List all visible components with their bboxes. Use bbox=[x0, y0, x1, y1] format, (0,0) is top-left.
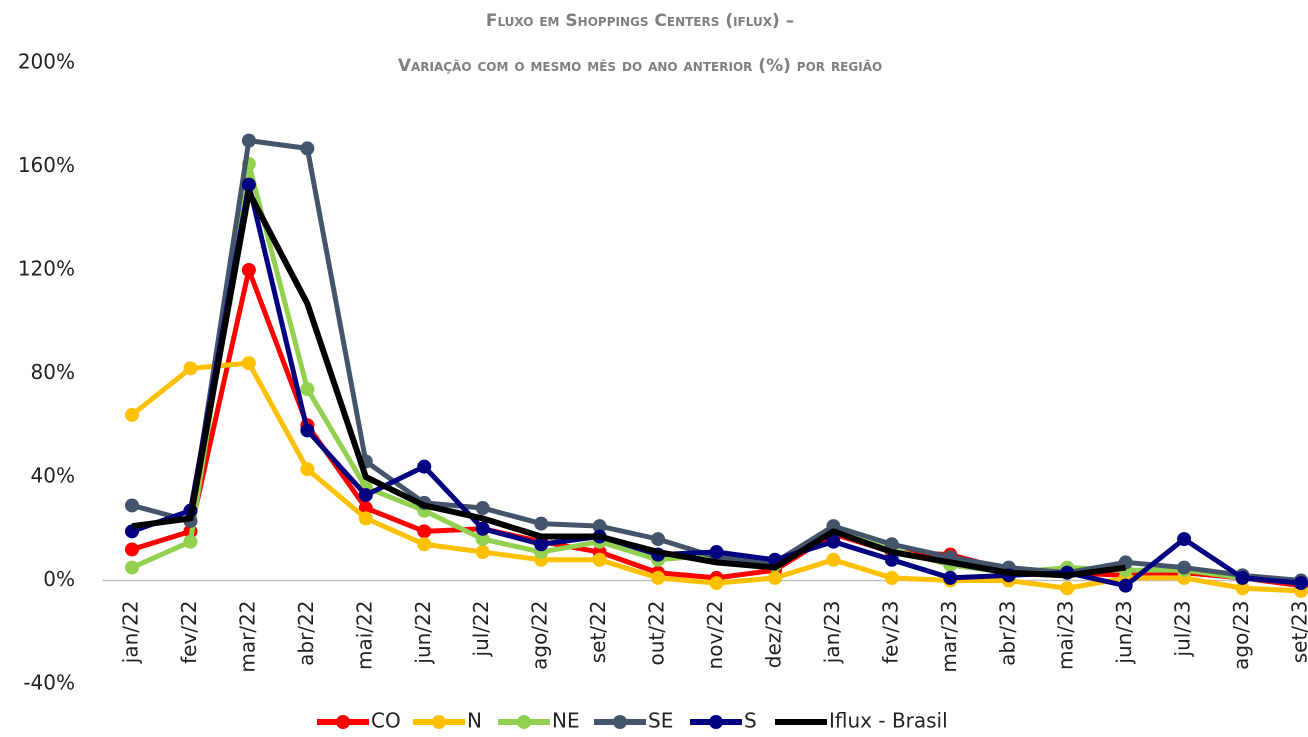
legend-item: CO bbox=[317, 709, 401, 733]
legend-marker bbox=[709, 715, 723, 729]
marker bbox=[767, 570, 782, 585]
marker bbox=[358, 501, 373, 516]
legend-label: SE bbox=[648, 709, 673, 733]
marker bbox=[300, 141, 315, 156]
series-line bbox=[131, 189, 1127, 579]
x-tick-label: ago/23 bbox=[1229, 601, 1253, 670]
marker bbox=[651, 570, 666, 585]
marker bbox=[417, 459, 432, 474]
marker bbox=[241, 177, 256, 192]
marker bbox=[943, 570, 958, 585]
x-tick-label: abr/23 bbox=[995, 601, 1019, 666]
marker bbox=[241, 263, 256, 277]
x-tick-label: jan/23 bbox=[820, 601, 844, 665]
marker bbox=[300, 462, 315, 477]
y-tick-label: 0% bbox=[43, 567, 75, 591]
chart-subtitle: Variação com o mesmo mês do ano anterior… bbox=[398, 56, 882, 76]
series-line bbox=[130, 161, 1302, 586]
x-tick-label: jun/23 bbox=[1112, 601, 1136, 665]
marker bbox=[884, 552, 899, 567]
y-tick-label: 120% bbox=[18, 257, 75, 281]
marker bbox=[475, 545, 490, 560]
marker bbox=[241, 133, 256, 148]
chart-title: Fluxo em Shoppings Centers (iflux) – bbox=[486, 11, 794, 31]
legend-item: SE bbox=[594, 709, 673, 733]
marker bbox=[358, 511, 373, 526]
marker bbox=[709, 576, 724, 591]
marker bbox=[1235, 581, 1250, 596]
x-tick-label: dez/22 bbox=[761, 601, 785, 669]
x-tick-label: mar/22 bbox=[235, 601, 259, 673]
marker bbox=[417, 524, 432, 539]
marker bbox=[592, 519, 607, 534]
marker bbox=[125, 498, 139, 513]
marker bbox=[183, 534, 198, 549]
y-tick-label: 40% bbox=[31, 464, 75, 488]
marker bbox=[651, 532, 666, 547]
marker bbox=[534, 516, 549, 531]
legend-label: CO bbox=[371, 709, 401, 733]
legend-label: Iflux - Brasil bbox=[829, 709, 948, 733]
legend-marker bbox=[432, 715, 446, 729]
marker bbox=[1177, 532, 1192, 547]
marker bbox=[884, 570, 899, 585]
marker bbox=[358, 488, 373, 503]
x-tick-label: set/22 bbox=[586, 601, 610, 664]
y-tick-label: 160% bbox=[18, 153, 75, 177]
legend-marker bbox=[613, 715, 627, 729]
x-tick-label: ago/22 bbox=[528, 601, 552, 670]
marker bbox=[475, 501, 490, 516]
legend-marker bbox=[517, 715, 531, 729]
marker bbox=[1235, 570, 1250, 585]
marker bbox=[300, 423, 315, 438]
x-tick-label: jun/22 bbox=[411, 601, 435, 665]
x-tick-label: abr/22 bbox=[294, 601, 318, 666]
x-tick-label: mai/23 bbox=[1054, 601, 1078, 670]
marker bbox=[241, 356, 256, 371]
marker bbox=[534, 537, 549, 552]
marker bbox=[125, 560, 139, 575]
x-tick-label: jul/22 bbox=[469, 601, 493, 658]
y-tick-label: 80% bbox=[31, 360, 75, 384]
legend-item: S bbox=[690, 709, 757, 733]
legend-item: N bbox=[413, 709, 482, 733]
marker bbox=[709, 545, 724, 560]
series-line bbox=[131, 138, 1302, 583]
marker bbox=[1294, 576, 1308, 591]
marker bbox=[300, 382, 315, 397]
x-tick-label: mai/22 bbox=[352, 601, 376, 670]
y-tick-label: 200% bbox=[18, 50, 75, 74]
x-tick-label: nov/22 bbox=[703, 601, 727, 670]
x-tick-label: jul/23 bbox=[1171, 601, 1195, 658]
marker bbox=[1118, 578, 1133, 593]
marker bbox=[125, 542, 139, 557]
x-tick-label: fev/22 bbox=[177, 601, 201, 664]
marker bbox=[1060, 581, 1075, 596]
legend-label: S bbox=[744, 709, 757, 733]
x-tick-label: mar/23 bbox=[937, 601, 961, 673]
y-tick-label: -40% bbox=[23, 671, 75, 695]
legend-label: N bbox=[467, 709, 482, 733]
marker bbox=[826, 552, 841, 567]
x-tick-label: jan/22 bbox=[119, 601, 143, 665]
marker bbox=[592, 552, 607, 567]
marker bbox=[417, 537, 432, 552]
x-tick-label: fev/23 bbox=[878, 601, 902, 664]
legend-item: NE bbox=[498, 709, 580, 733]
legend-marker bbox=[336, 715, 350, 729]
marker bbox=[125, 407, 139, 422]
marker bbox=[183, 361, 198, 376]
x-tick-label: out/22 bbox=[645, 601, 669, 666]
x-tick-label: set/23 bbox=[1288, 601, 1308, 664]
marker bbox=[475, 532, 490, 547]
marker bbox=[1177, 560, 1192, 575]
marker bbox=[826, 534, 841, 549]
legend-item: Iflux - Brasil bbox=[775, 709, 948, 733]
marker bbox=[475, 521, 490, 536]
legend-label: NE bbox=[552, 709, 580, 733]
